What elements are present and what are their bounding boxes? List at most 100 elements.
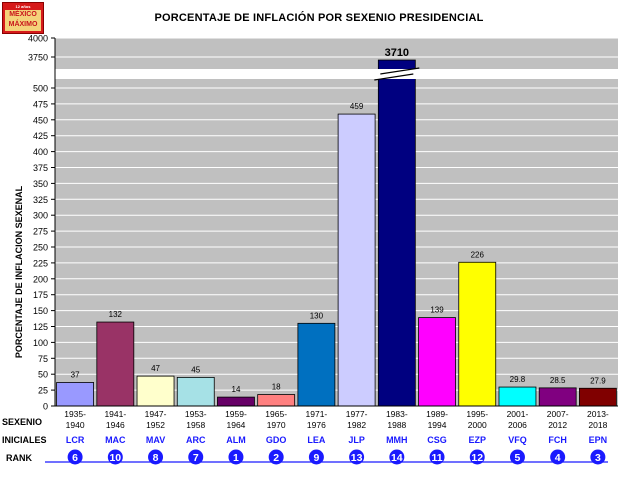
sexenio-label: 2012 bbox=[548, 420, 567, 430]
y-tick-label: 50 bbox=[38, 370, 48, 380]
bar-ezp bbox=[458, 261, 497, 407]
y-tick-label: 4000 bbox=[28, 34, 48, 44]
value-label: 139 bbox=[430, 306, 444, 315]
row-label-iniciales: INICIALES bbox=[2, 435, 47, 445]
sexenio-label: 1995- bbox=[466, 409, 488, 419]
bar-csg bbox=[418, 317, 456, 407]
y-tick-label: 300 bbox=[33, 211, 48, 221]
sexenio-label: 1959- bbox=[225, 409, 247, 419]
value-label: 130 bbox=[310, 311, 324, 320]
sexenio-label: 2013- bbox=[587, 409, 609, 419]
rank-badge bbox=[107, 449, 123, 465]
logo: 12 años MÉXICO MÁXIMO bbox=[2, 2, 44, 34]
initials-label: MMH bbox=[386, 435, 408, 445]
value-label: 27.9 bbox=[590, 376, 606, 385]
bar-break-gap bbox=[376, 69, 418, 79]
rank-badge bbox=[67, 449, 83, 465]
value-label: 14 bbox=[232, 385, 241, 394]
y-tick-label: 175 bbox=[33, 290, 48, 300]
y-tick-label: 200 bbox=[33, 274, 48, 284]
rank-badge bbox=[308, 449, 324, 465]
rank-label: 8 bbox=[153, 452, 159, 464]
value-label: 47 bbox=[151, 364, 160, 373]
y-tick-label: 25 bbox=[38, 386, 48, 396]
sexenio-label: 1940 bbox=[66, 420, 85, 430]
info-rows: SEXENIOINICIALESRANK1935-1940LCR61941-19… bbox=[2, 409, 609, 465]
rank-badge bbox=[469, 449, 485, 465]
y-tick-label: 150 bbox=[33, 306, 48, 316]
sexenio-label: 2001- bbox=[507, 409, 529, 419]
value-label: 37 bbox=[71, 370, 80, 379]
gridlines bbox=[55, 37, 618, 391]
axes: 0 25 50 75 100 125 150 175 200 225 250 275 300 325 350… bbox=[28, 34, 618, 412]
rank-label: 3 bbox=[595, 452, 601, 464]
sexenio-label: 1971- bbox=[306, 409, 328, 419]
initials-label: MAC bbox=[105, 435, 126, 445]
y-tick-label: 500 bbox=[33, 84, 48, 94]
y-tick-label: 275 bbox=[33, 227, 48, 237]
value-label: 28.5 bbox=[550, 376, 566, 385]
rank-badge bbox=[550, 449, 566, 465]
bar-vfq bbox=[498, 386, 537, 407]
value-label: 132 bbox=[109, 310, 123, 319]
chart-title: PORCENTAJE DE INFLACIÓN POR SEXENIO PRES… bbox=[154, 12, 484, 24]
rank-badge bbox=[429, 449, 445, 465]
plot-area bbox=[55, 38, 618, 406]
value-label: 18 bbox=[272, 383, 281, 392]
sexenio-label: 1964 bbox=[227, 420, 246, 430]
sexenio-label: 1952 bbox=[146, 420, 165, 430]
value-label: 459 bbox=[350, 102, 364, 111]
rank-badge bbox=[188, 449, 204, 465]
bar-lea bbox=[297, 322, 336, 407]
sexenio-label: 2018 bbox=[588, 420, 607, 430]
sexenio-label: 2000 bbox=[468, 420, 487, 430]
logo-main-text: MÉXICO MÁXIMO bbox=[5, 10, 41, 31]
sexenio-label: 1958 bbox=[186, 420, 205, 430]
rank-label: 2 bbox=[273, 452, 279, 464]
rank-label: 12 bbox=[471, 452, 483, 464]
initials-label: EZP bbox=[468, 435, 486, 445]
rank-badge bbox=[590, 449, 606, 465]
sexenio-label: 1947- bbox=[145, 409, 167, 419]
bar-mav bbox=[136, 375, 175, 407]
bar-fch bbox=[538, 387, 577, 407]
sexenio-label: 1965- bbox=[265, 409, 287, 419]
initials-label: LCR bbox=[66, 435, 85, 445]
sexenio-label: 1976 bbox=[307, 420, 326, 430]
sexenio-label: 1946 bbox=[106, 420, 125, 430]
y-axis-label: PORCENTAJE DE INFLACION SEXENAL bbox=[14, 185, 24, 358]
sexenio-label: 1994 bbox=[428, 420, 447, 430]
sexenio-label: 2007- bbox=[547, 409, 569, 419]
initials-label: LEA bbox=[307, 435, 326, 445]
rank-label: 11 bbox=[431, 452, 442, 464]
sexenio-label: 1935- bbox=[64, 409, 86, 419]
bar-jlp bbox=[337, 113, 376, 407]
rank-label: 7 bbox=[193, 452, 199, 464]
sexenio-label: 2006 bbox=[508, 420, 527, 430]
initials-label: ARC bbox=[186, 435, 206, 445]
sexenio-label: 1977- bbox=[346, 409, 368, 419]
bar-gdo bbox=[257, 394, 296, 407]
y-tick-label: 425 bbox=[33, 131, 48, 141]
value-label: 45 bbox=[191, 365, 200, 374]
value-label: 3710 bbox=[385, 47, 409, 59]
break-mark bbox=[374, 73, 414, 81]
rank-badge bbox=[228, 449, 244, 465]
y-tick-label: 450 bbox=[33, 115, 48, 125]
bar-lcr bbox=[56, 382, 95, 407]
y-tick-label: 0 bbox=[43, 402, 48, 412]
bar-mmh bbox=[377, 59, 416, 407]
y-tick-label: 100 bbox=[33, 338, 48, 348]
value-label: 29.8 bbox=[510, 375, 526, 384]
sexenio-label: 1953- bbox=[185, 409, 207, 419]
bar-epn bbox=[578, 387, 617, 407]
rank-label: 6 bbox=[72, 452, 78, 464]
sexenio-label: 1941- bbox=[104, 409, 126, 419]
break-mark bbox=[380, 67, 420, 75]
value-labels: 37 132 47 45 14 18 130 459 3710 139 226 29.8 28.5 27.… bbox=[71, 47, 607, 394]
y-tick-label: 225 bbox=[33, 258, 48, 268]
y-tick-label: 475 bbox=[33, 99, 48, 109]
bars bbox=[56, 59, 617, 407]
sexenio-label: 1988 bbox=[387, 420, 406, 430]
bar-mac bbox=[96, 321, 135, 407]
